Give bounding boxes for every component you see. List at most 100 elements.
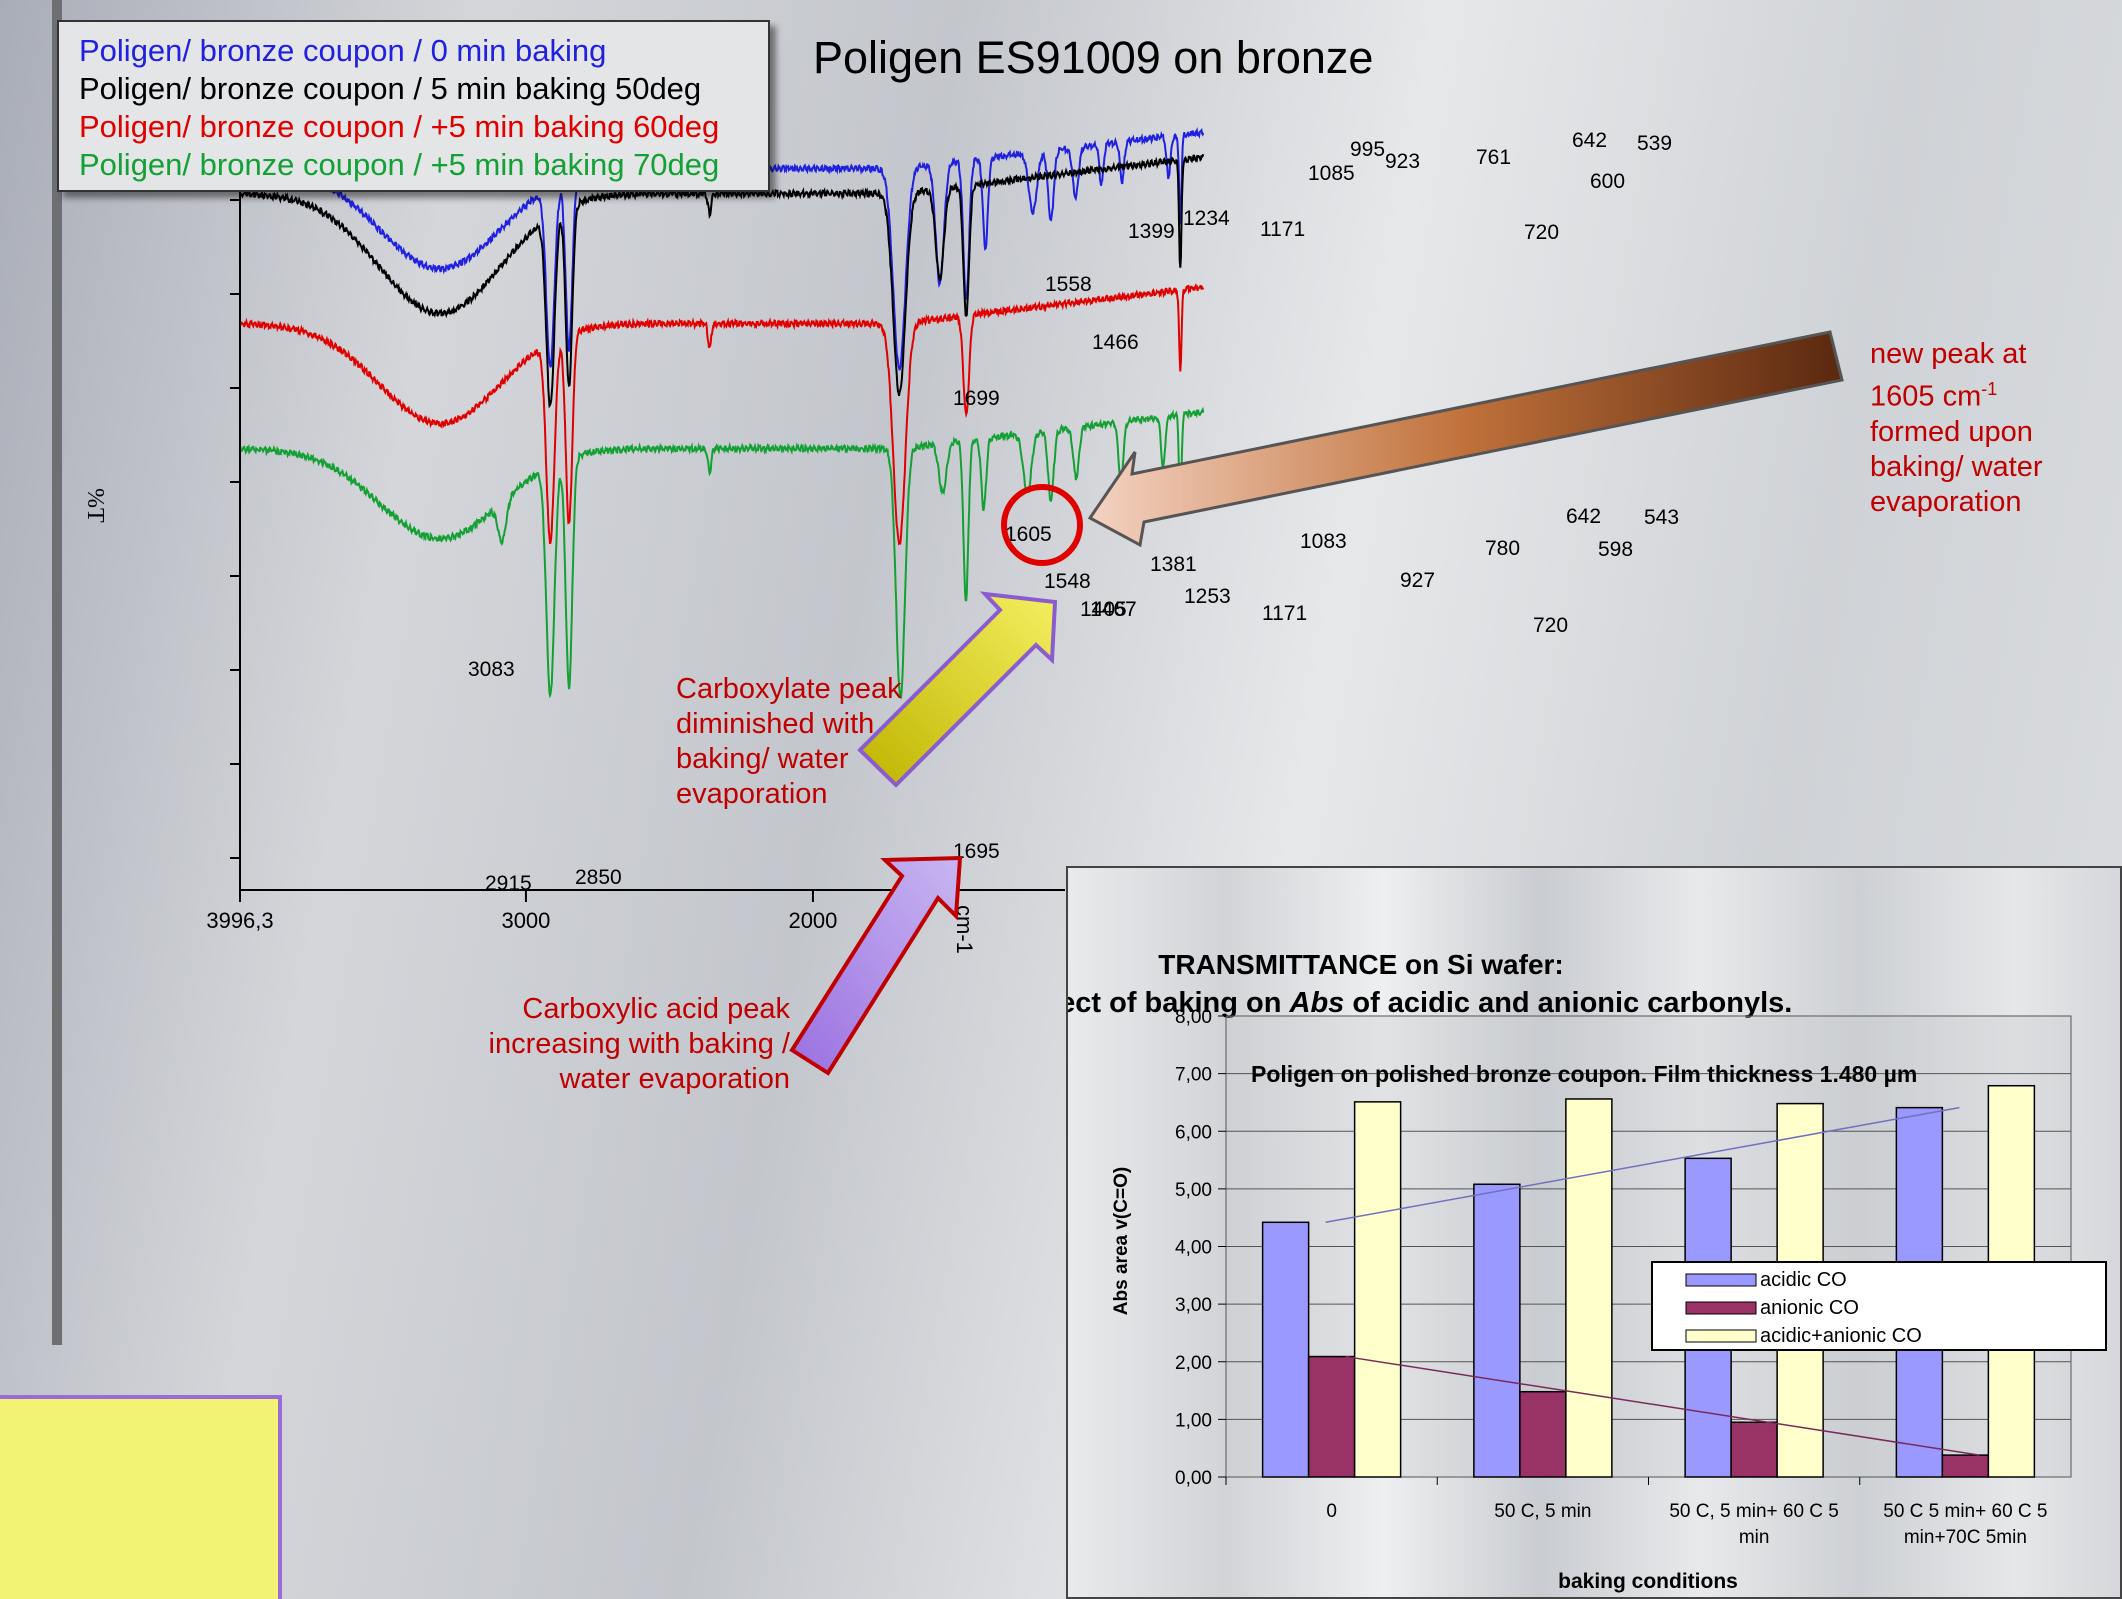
legend-item-0: Poligen/ bronze coupon / 0 min baking xyxy=(79,33,607,68)
bar-y-tick-label: 3,00 xyxy=(1175,1295,1212,1316)
bar-1-0 xyxy=(1307,1355,1356,1478)
bar-legend-label: acidic+anionic CO xyxy=(1760,1325,1922,1347)
peak-label: 995 xyxy=(1350,138,1385,161)
peak-label: 720 xyxy=(1524,221,1559,244)
bar-1-2 xyxy=(1730,1421,1778,1478)
peak-label: 642 xyxy=(1572,129,1607,152)
bar-y-tick-label: 4,00 xyxy=(1175,1238,1212,1259)
note-carboxylic-line: increasing with baking / xyxy=(488,1028,790,1060)
bar-1-1 xyxy=(1519,1390,1567,1478)
peak-label: 780 xyxy=(1485,537,1520,560)
bar-y-tick-label: 6,00 xyxy=(1175,1122,1212,1143)
peak-label: 1171 xyxy=(1260,218,1305,241)
peak-label: 1548 xyxy=(1044,570,1091,593)
bar-chart-title: TRANSMITTANCE on Si wafer: xyxy=(1158,949,1563,980)
bar-1-3 xyxy=(1941,1454,1990,1478)
spectrum-line-3 xyxy=(239,406,1205,700)
bar-2-1 xyxy=(1565,1098,1613,1478)
bar-x-tick-label: 0 xyxy=(1326,1501,1337,1522)
bar-0-0 xyxy=(1261,1221,1310,1478)
anionic-trendline xyxy=(1345,1355,1980,1456)
bar-x-tick-label: min xyxy=(1739,1527,1770,1548)
peak-label: 543 xyxy=(1644,506,1679,529)
note-new-peak-sup: -1 xyxy=(1981,379,1998,399)
note-carboxylate-line: baking/ water xyxy=(676,743,849,775)
bar-y-tick-label: 0,00 xyxy=(1175,1468,1212,1489)
chart-title: Poligen ES91009 on bronze xyxy=(813,32,1374,83)
peak-label: 1558 xyxy=(1045,273,1092,296)
bar-y-tick-label: 2,00 xyxy=(1175,1353,1212,1374)
note-new-peak-line: formed upon xyxy=(1870,415,2033,448)
peak-label: 600 xyxy=(1590,170,1625,193)
peak-label: 1405 xyxy=(1080,598,1127,621)
note-carboxylate-line: diminished with xyxy=(676,708,875,740)
peak-label: 642 xyxy=(1566,505,1601,528)
bar-y-axis-label: Abs area v(C=O) xyxy=(1111,1167,1132,1315)
bar-2-0 xyxy=(1353,1101,1402,1478)
bar-y-tick-label: 5,00 xyxy=(1175,1180,1212,1201)
legend-item-1: Poligen/ bronze coupon / 5 min baking 50… xyxy=(79,71,702,106)
bar-chart: TRANSMITTANCE on Si wafer: effect of bak… xyxy=(1068,949,2107,1593)
bar-legend-label: acidic CO xyxy=(1760,1269,1847,1291)
note-new-peak-line: new peak at xyxy=(1870,338,2027,370)
peak-label: 3083 xyxy=(468,658,515,681)
spectrum-line-2 xyxy=(239,283,1205,546)
peak-label: 1605 xyxy=(1005,523,1052,546)
bar-chart-panel: TRANSMITTANCE on Si wafer: effect of bak… xyxy=(1066,866,2122,1599)
peak-label: 1695 xyxy=(953,840,1000,863)
peak-label: 1234 xyxy=(1183,207,1230,230)
x-axis-unit: cm-1 xyxy=(952,905,977,954)
yellow-placeholder-box xyxy=(0,1395,282,1599)
peak-label: 927 xyxy=(1400,569,1435,592)
note-new-peak-line: 1605 cm-1 xyxy=(1870,372,2043,415)
note-carboxylic-line: Carboxylic acid peak xyxy=(522,993,790,1025)
spectra-legend: Poligen/ bronze coupon / 0 min baking Po… xyxy=(57,20,770,192)
note-carboxylic: Carboxylic acid peak increasing with bak… xyxy=(470,992,790,1097)
peak-label: 539 xyxy=(1637,132,1672,155)
peak-label: 1085 xyxy=(1308,162,1355,185)
bar-0-1 xyxy=(1473,1183,1521,1478)
bar-legend-label: anionic CO xyxy=(1760,1297,1859,1319)
note-carboxylic-line: water evaporation xyxy=(559,1063,790,1095)
bar-annotation: Poligen on polished bronze coupon. Film … xyxy=(1251,1061,1917,1087)
legend-item-2: Poligen/ bronze coupon / +5 min baking 6… xyxy=(79,109,720,144)
peak-label: 1381 xyxy=(1150,553,1197,576)
peak-label: 2850 xyxy=(575,866,622,889)
note-new-peak-line: baking/ water xyxy=(1870,450,2043,483)
bar-x-tick-label: min+70C 5min xyxy=(1904,1527,2027,1548)
peak-label: 720 xyxy=(1533,614,1568,637)
peak-label: 1699 xyxy=(953,387,1000,410)
peak-label: 1466 xyxy=(1092,331,1139,354)
x-tick-label: 3996,3 xyxy=(206,908,273,933)
spectrum-line-1 xyxy=(239,153,1205,409)
note-carboxylate-line: Carboxylate peak xyxy=(676,673,902,705)
bar-legend-swatch xyxy=(1685,1301,1757,1315)
bar-legend-swatch xyxy=(1685,1329,1757,1343)
left-axis-bar xyxy=(52,0,62,1345)
note-new-peak-unit: 1605 cm xyxy=(1870,380,1982,413)
note-carboxylate: Carboxylate peak diminished with baking/… xyxy=(676,672,902,812)
peak-label: 1399 xyxy=(1128,220,1175,243)
legend-item-3: Poligen/ bronze coupon / +5 min baking 7… xyxy=(79,147,720,182)
bar-x-tick-label: 50 C, 5 min+ 60 C 5 xyxy=(1669,1501,1839,1522)
x-tick-label: 2000 xyxy=(788,908,837,933)
peak-label: 1253 xyxy=(1184,585,1231,608)
y-axis-label: %T xyxy=(82,488,108,523)
bar-y-tick-label: 7,00 xyxy=(1175,1065,1212,1086)
peak-label: 1083 xyxy=(1300,530,1347,553)
peak-label: 761 xyxy=(1476,146,1511,169)
note-new-peak-line: evaporation xyxy=(1870,485,2022,518)
bar-y-tick-label: 8,00 xyxy=(1175,1007,1212,1028)
acidic-trendline xyxy=(1325,1106,1960,1224)
peak-label: 2915 xyxy=(485,872,532,895)
note-carboxylate-line: evaporation xyxy=(676,778,828,810)
bar-x-axis-label: baking conditions xyxy=(1558,1570,1738,1593)
peak-label: 1467 xyxy=(1090,598,1137,621)
x-tick-label: 3000 xyxy=(501,908,550,933)
note-new-peak: new peak at 1605 cm-1 formed upon baking… xyxy=(1870,337,2043,520)
bar-x-tick-label: 50 C, 5 min xyxy=(1494,1501,1591,1522)
peak-label: 598 xyxy=(1598,538,1633,561)
bar-legend-swatch xyxy=(1685,1273,1757,1287)
bar-chart-subtitle: effect of baking on Abs of acidic and an… xyxy=(1068,987,1792,1019)
peak-label: 1171 xyxy=(1262,602,1307,625)
